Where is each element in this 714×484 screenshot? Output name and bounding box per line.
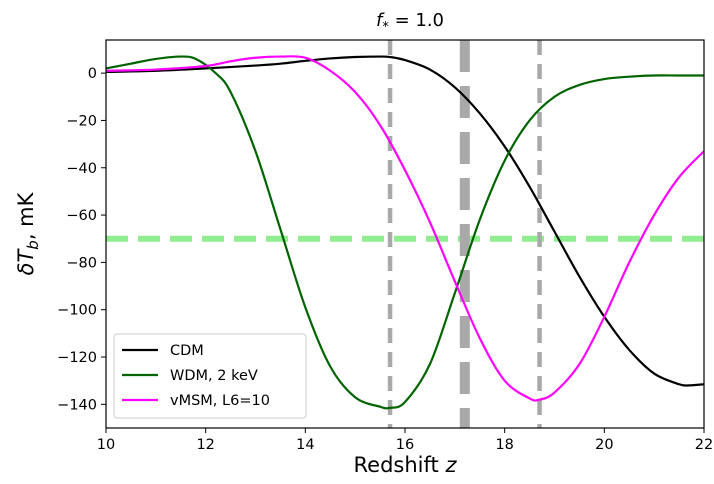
legend: CDM WDM, 2 keV vMSM, L6=10 [114, 334, 306, 418]
y-tick-label: −60 [66, 208, 97, 224]
x-tick-label: 14 [296, 437, 314, 453]
chart-title: f* = 1.0 [376, 10, 444, 35]
x-axis-ticks: 10 12 14 16 18 20 22 [97, 428, 713, 453]
x-tick-label: 18 [495, 437, 513, 453]
y-axis-label: δTb, mK [14, 191, 42, 275]
legend-label-2: vMSM, L6=10 [170, 393, 270, 409]
y-tick-label: 0 [88, 66, 97, 82]
x-tick-label: 22 [695, 437, 713, 453]
x-axis-label: Redshift z [354, 453, 458, 477]
y-tick-label: −80 [66, 255, 97, 271]
x-tick-label: 12 [196, 437, 214, 453]
legend-label-0: CDM [170, 343, 204, 359]
y-tick-label: −20 [66, 113, 97, 129]
y-tick-label: −100 [57, 303, 97, 319]
y-axis-ticks: 0 −20 −40 −60 −80 −100 −120 −140 [57, 66, 106, 413]
y-tick-label: −120 [57, 350, 97, 366]
x-tick-label: 20 [595, 437, 613, 453]
legend-label-1: WDM, 2 keV [170, 368, 258, 384]
x-tick-label: 10 [97, 437, 115, 453]
y-tick-label: −40 [66, 161, 97, 177]
y-tick-label: −140 [57, 397, 97, 413]
x-tick-label: 16 [396, 437, 414, 453]
